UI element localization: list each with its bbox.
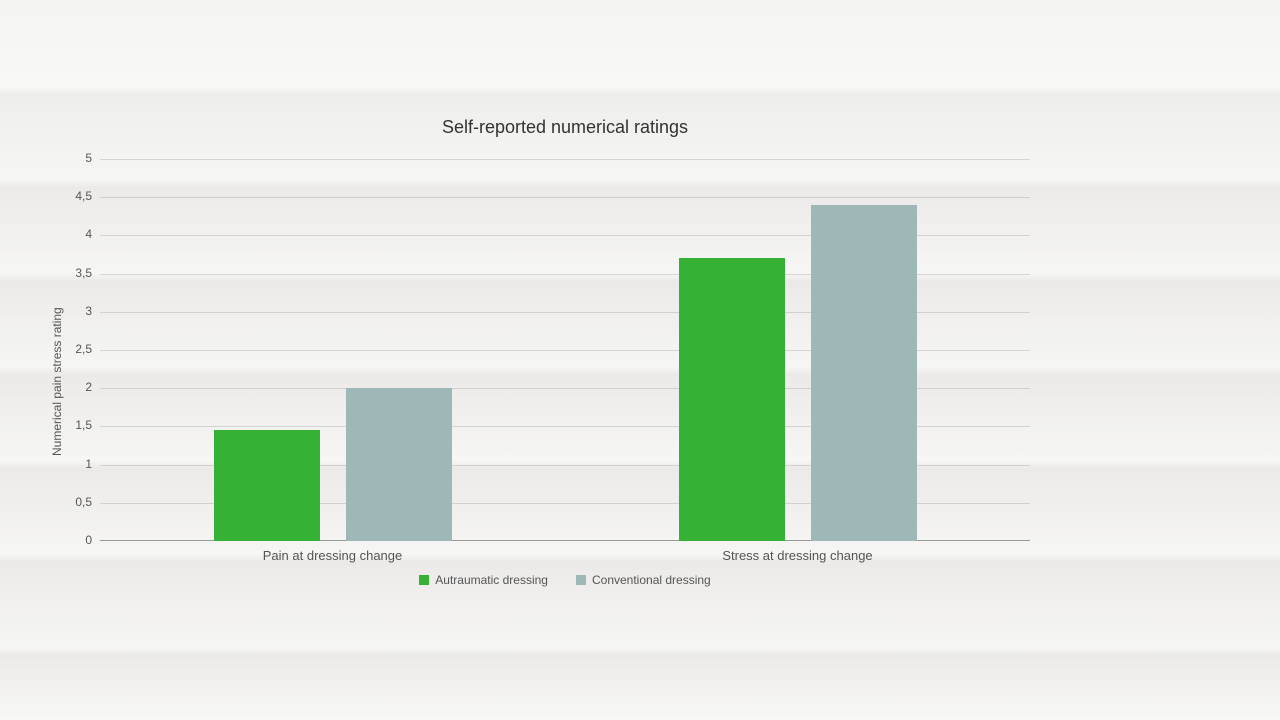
y-tick-label: 4: [52, 227, 92, 241]
y-tick-label: 2,5: [52, 342, 92, 356]
y-tick-label: 1,5: [52, 418, 92, 432]
plot-area: [100, 158, 1030, 541]
y-tick-label: 4,5: [52, 189, 92, 203]
y-tick-label: 0: [52, 533, 92, 547]
chart-legend: Autraumatic dressing Conventional dressin…: [100, 572, 1030, 587]
y-tick-label: 3,5: [52, 266, 92, 280]
chart-title: Self-reported numerical ratings: [100, 117, 1030, 138]
y-tick-label: 1: [52, 457, 92, 471]
legend-swatch: [419, 575, 429, 585]
legend-item: Conventional dressing: [576, 572, 711, 587]
category-label: Pain at dressing change: [213, 548, 453, 563]
gridline: [100, 159, 1030, 160]
y-tick-label: 3: [52, 304, 92, 318]
category-label: Stress at dressing change: [678, 548, 918, 563]
legend-label: Autraumatic dressing: [435, 573, 548, 587]
bar: [811, 205, 917, 541]
bar: [346, 388, 452, 541]
legend-item: Autraumatic dressing: [419, 572, 548, 587]
bar: [214, 430, 320, 541]
legend-swatch: [576, 575, 586, 585]
gridline: [100, 197, 1030, 198]
y-tick-label: 5: [52, 151, 92, 165]
y-tick-label: 0,5: [52, 495, 92, 509]
legend-label: Conventional dressing: [592, 573, 711, 587]
ratings-bar-chart: Self-reported numerical ratings Numerica…: [0, 0, 1280, 720]
y-tick-label: 2: [52, 380, 92, 394]
bar: [679, 258, 785, 541]
